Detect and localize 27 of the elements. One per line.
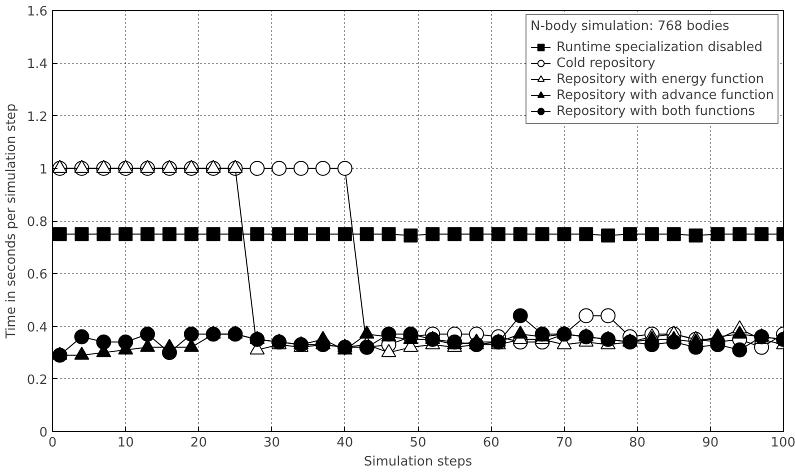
legend-label: Cold repository xyxy=(556,55,656,71)
x-tick-label: 20 xyxy=(190,436,207,450)
y-tick-label: 1.2 xyxy=(26,110,48,125)
legend-label: Repository with advance function xyxy=(556,87,774,103)
x-tick-label: 10 xyxy=(117,436,134,450)
y-tick-label: 0 xyxy=(39,426,48,440)
y-tick-label: 1 xyxy=(39,162,48,178)
legend-label: Repository with both functions xyxy=(556,103,756,119)
x-tick-label: 100 xyxy=(770,436,795,450)
y-tick-label: 0.4 xyxy=(26,320,48,336)
legend-title: N-body simulation: 768 bodies xyxy=(530,19,730,34)
x-axis-title: Simulation steps xyxy=(364,454,472,470)
legend-label: Runtime specialization disabled xyxy=(556,39,762,55)
y-tick-label: 1.6 xyxy=(26,4,48,20)
x-tick-label: 50 xyxy=(410,436,426,450)
y-tick-label: 0.8 xyxy=(26,215,48,230)
x-tick-label: 80 xyxy=(629,436,646,450)
x-tick-label: 40 xyxy=(336,436,354,450)
x-tick-label: 70 xyxy=(556,436,572,450)
x-tick-label: 60 xyxy=(482,436,500,450)
x-tick-label: 30 xyxy=(264,436,280,450)
y-tick-label: 1.4 xyxy=(26,57,48,72)
x-tick-label: 90 xyxy=(702,436,719,450)
y-tick-label: 0.2 xyxy=(26,372,48,388)
legend-label: Repository with energy function xyxy=(556,71,764,87)
y-axis-title: Time in seconds per simulation step xyxy=(4,104,19,340)
y-tick-label: 0.6 xyxy=(26,268,48,283)
